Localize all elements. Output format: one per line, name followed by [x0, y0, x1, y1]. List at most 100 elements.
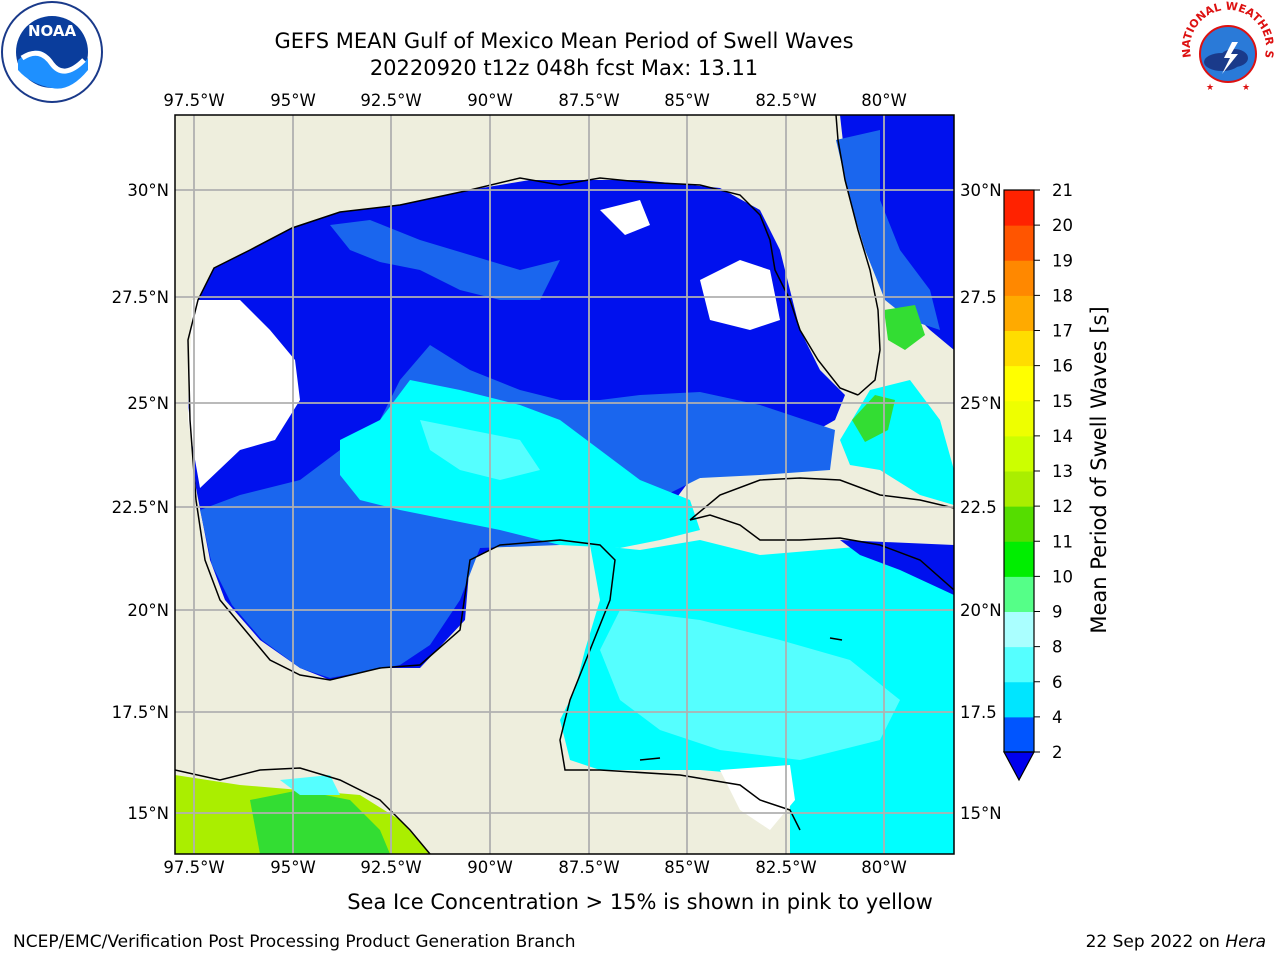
no-data-patch-n [600, 200, 650, 235]
lon-label: 95°W [270, 858, 316, 877]
coastlines [175, 115, 954, 854]
lat-label: 25°N [960, 394, 1002, 413]
svg-text:★: ★ [1242, 83, 1250, 93]
bahamas-green-patch [884, 305, 925, 350]
lon-label: 80°W [861, 91, 907, 110]
pacific-green-patch [250, 790, 390, 854]
colorbar-tick-label: 13 [1052, 462, 1073, 481]
lat-label: 30°N [127, 181, 169, 200]
colorbar-swatch [1004, 225, 1034, 261]
chart-title: GEFS MEAN Gulf of Mexico Mean Period of … [274, 29, 854, 53]
lon-label: 87.5°W [558, 858, 619, 877]
colorbar-swatch [1004, 541, 1034, 577]
colorbar-tick-label: 4 [1052, 708, 1063, 727]
pacific-coastline [175, 767, 431, 854]
lat-label: 27.5 [960, 288, 997, 307]
caribbean-pale-patch [600, 610, 900, 760]
colorbar-tick-label: 16 [1052, 357, 1073, 376]
lon-label: 90°W [467, 91, 513, 110]
colorbar-tick-label: 15 [1052, 392, 1073, 411]
lon-label: 90°W [467, 858, 513, 877]
lat-label: 30°N [960, 181, 1002, 200]
colorbar-tick-label: 11 [1052, 532, 1073, 551]
colorbar-swatch [1004, 506, 1034, 542]
colorbar-tick-label: 6 [1052, 673, 1063, 692]
sea-ice-note: Sea Ice Concentration > 15% is shown in … [347, 890, 933, 914]
colorbar-tick-label: 21 [1052, 181, 1073, 200]
lat-label: 20°N [960, 601, 1002, 620]
colorbar-swatch [1004, 365, 1034, 402]
caribbean-blue-edge [840, 540, 954, 595]
lat-label: 25°N [127, 394, 169, 413]
cuba-south-coastline [689, 514, 954, 591]
lon-label: 85°W [664, 91, 710, 110]
gulf-pale-cyan-patch [420, 420, 540, 480]
lat-label: 15°N [960, 804, 1002, 823]
lat-label: 27.5°N [112, 288, 169, 307]
graticule [175, 115, 954, 854]
colorbar-tick-label: 9 [1052, 603, 1063, 622]
lat-labels-right: 30°N 27.5 25°N 22.5 20°N 17.5 15°N [960, 181, 1002, 823]
cuba-coastline [689, 477, 954, 521]
yucatan-island-1 [639, 757, 661, 761]
lon-label: 80°W [861, 858, 907, 877]
colorbar [1002, 189, 1036, 782]
lon-label: 85°W [664, 858, 710, 877]
lon-label: 97.5°W [163, 858, 224, 877]
map-frame [174, 114, 955, 855]
colorbar-swatch [1004, 716, 1034, 753]
lat-label: 22.5°N [112, 498, 169, 517]
colorbar-ticks: 2 4 6 8 9 10 11 12 13 14 15 16 17 18 19 20 21 [1034, 181, 1073, 762]
colorbar-extend-arrow [1002, 751, 1036, 782]
lon-label: 95°W [270, 91, 316, 110]
colorbar-tick-label: 20 [1052, 216, 1073, 235]
colorbar-swatch [1004, 330, 1034, 367]
colorbar-tick-label: 12 [1052, 497, 1073, 516]
no-data-patch-ne [700, 260, 780, 330]
florida-east-coastline [835, 115, 881, 396]
yucatan-island-2 [829, 637, 843, 641]
colorbar-tick-label: 19 [1052, 251, 1073, 270]
footer-date-text: 22 Sep 2022 on [1085, 932, 1226, 952]
pacific-pale-patch [280, 775, 340, 795]
lat-label: 17.5°N [112, 703, 169, 722]
lat-label: 20°N [127, 601, 169, 620]
colorbar-swatch [1004, 646, 1034, 683]
lat-label: 17.5 [960, 703, 997, 722]
lon-label: 92.5°W [360, 858, 421, 877]
colorbar-tick-label: 2 [1052, 743, 1063, 762]
lat-label: 22.5 [960, 498, 997, 517]
lon-labels-top: 97.5°W 95°W 92.5°W 90°W 87.5°W 85°W 82.5… [163, 91, 906, 110]
svg-text:★: ★ [1206, 83, 1214, 93]
nws-logo: NATIONAL WEATHER SERVICE ★ ★ [1172, 0, 1280, 104]
lon-label: 82.5°W [755, 858, 816, 877]
colorbar-swatch [1004, 611, 1034, 648]
lon-labels-bottom: 97.5°W 95°W 92.5°W 90°W 87.5°W 85°W 82.5… [163, 858, 906, 877]
colorbar-swatch [1004, 190, 1034, 226]
atlantic-mid-blue-area [836, 130, 940, 330]
colorbar-tick-label: 8 [1052, 638, 1063, 657]
footer-date: 22 Sep 2022 on Hera [1086, 932, 1266, 952]
colorbar-tick-label: 17 [1052, 322, 1073, 341]
colorbar-swatch [1004, 681, 1034, 718]
colorbar-tick-label: 18 [1052, 286, 1073, 305]
lon-label: 82.5°W [755, 91, 816, 110]
colorbar-tick-label: 10 [1052, 567, 1073, 586]
no-data-patch-texas [188, 300, 300, 488]
lon-label: 97.5°W [163, 91, 224, 110]
footer-credit: NCEP/EMC/Verification Post Processing Pr… [13, 932, 576, 952]
colorbar-swatch [1004, 260, 1034, 296]
lon-label: 87.5°W [558, 91, 619, 110]
colorbar-label: Mean Period of Swell Waves [s] [1087, 306, 1111, 633]
footer-host: Hera [1225, 932, 1266, 952]
colorbar-swatch [1004, 471, 1034, 507]
lat-label: 15°N [127, 804, 169, 823]
noaa-logo: NOAA [0, 0, 104, 104]
lat-labels-left: 30°N 27.5°N 25°N 22.5°N 20°N 17.5°N 15°N [112, 181, 169, 823]
noaa-logo-text: NOAA [28, 22, 77, 40]
colorbar-swatch [1004, 295, 1034, 331]
colorbar-swatch [1004, 400, 1034, 437]
colorbar-tick-label: 14 [1052, 427, 1073, 446]
lon-label: 92.5°W [360, 91, 421, 110]
